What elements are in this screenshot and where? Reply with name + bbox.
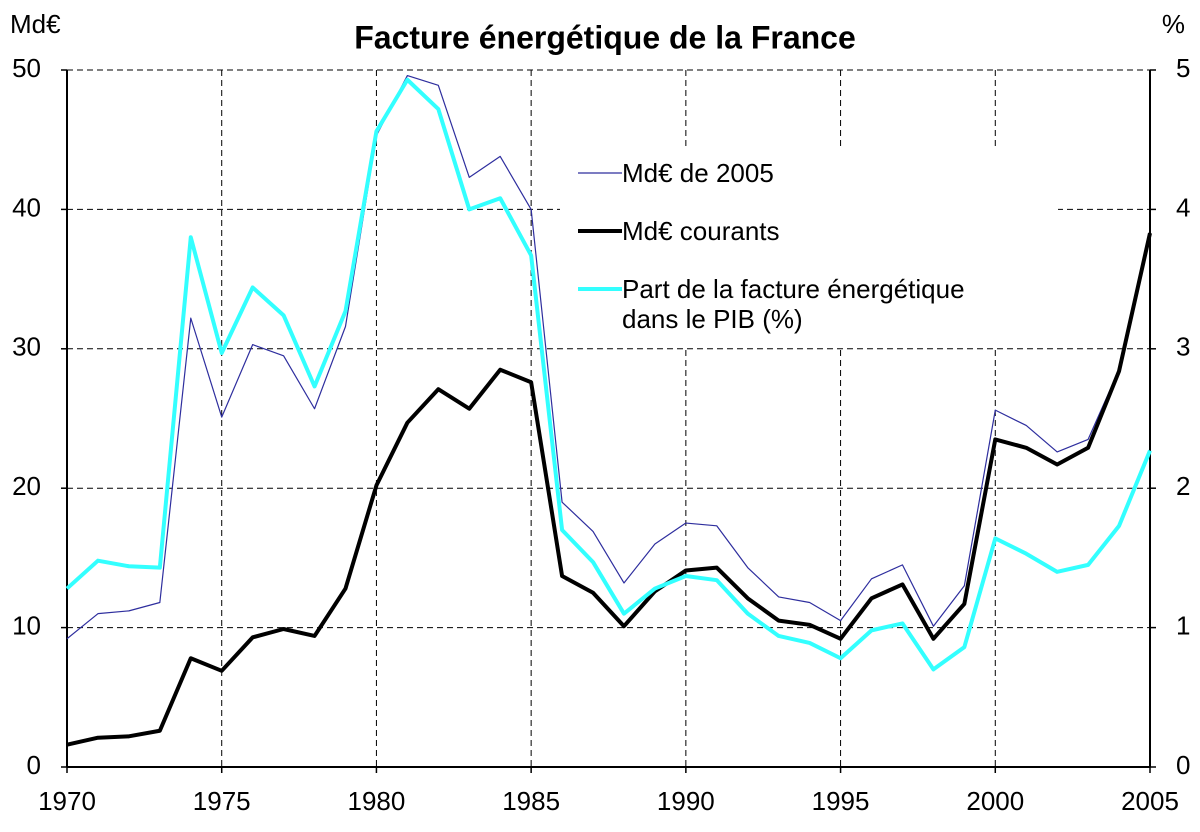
legend-item: Part de la facture énergétique dans le P…: [578, 274, 1058, 334]
x-tick-label: 1985: [502, 786, 560, 816]
legend-swatch: [578, 229, 622, 233]
legend-swatch: [578, 287, 622, 291]
y2-tick-label: 0: [1176, 750, 1190, 780]
y-tick-label: 20: [12, 471, 41, 501]
y2-axis-label: %: [1162, 9, 1185, 39]
legend: Md€ de 2005 Md€ courants Part de la factur…: [560, 150, 1058, 348]
y-axis-label: Md€: [10, 9, 61, 39]
legend-swatch: [578, 172, 622, 174]
series-line: [66, 232, 1152, 747]
y2-tick-label: 1: [1176, 610, 1190, 640]
y2-tick-label: 4: [1176, 192, 1190, 222]
legend-label: Md€ courants: [622, 216, 780, 246]
y2-tick-label: 2: [1176, 471, 1190, 501]
series-line: [65, 77, 1152, 672]
x-tick-label: 1970: [38, 786, 96, 816]
x-tick-label: 1975: [193, 786, 251, 816]
legend-item: Md€ courants: [578, 216, 1058, 246]
x-tick-label: 1995: [812, 786, 870, 816]
x-tick-label: 2005: [1121, 786, 1179, 816]
x-tick-label: 1990: [657, 786, 715, 816]
y-tick-label: 30: [12, 332, 41, 362]
y2-tick-label: 3: [1176, 332, 1190, 362]
legend-item: Md€ de 2005: [578, 158, 1058, 188]
x-tick-label: 1980: [348, 786, 406, 816]
y-tick-label: 40: [12, 192, 41, 222]
chart-title: Facture énergétique de la France: [354, 19, 856, 55]
y-tick-label: 50: [12, 53, 41, 83]
legend-label: Part de la facture énergétique dans le P…: [622, 274, 965, 334]
y2-tick-label: 5: [1176, 53, 1190, 83]
y-tick-label: 10: [12, 610, 41, 640]
series-line: [66, 74, 1151, 640]
x-tick-label: 2000: [966, 786, 1024, 816]
y-tick-label: 0: [27, 750, 41, 780]
legend-label: Md€ de 2005: [622, 158, 774, 188]
